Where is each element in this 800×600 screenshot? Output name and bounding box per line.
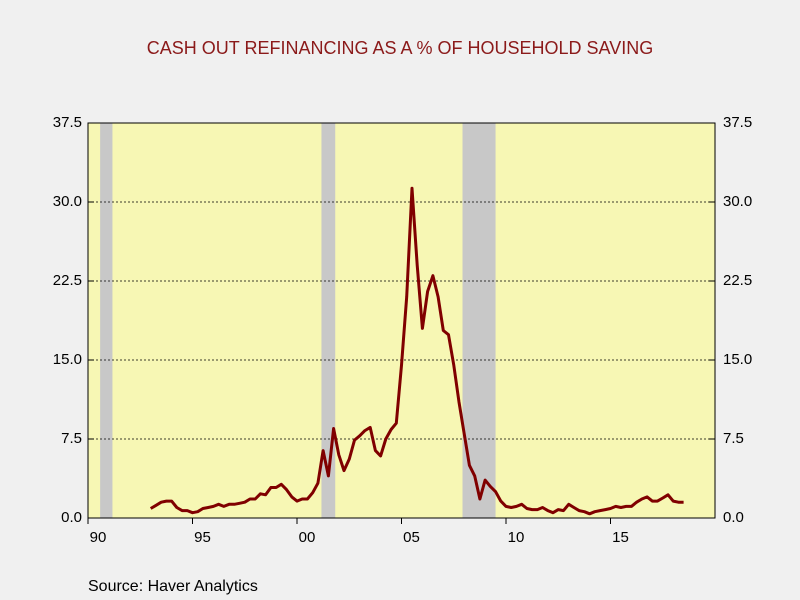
chart-title: CASH OUT REFINANCING AS A % OF HOUSEHOLD… <box>147 38 653 58</box>
y2-tick-label: 37.5 <box>723 114 752 131</box>
source: Source: Haver Analytics <box>88 578 258 595</box>
recession-band <box>321 123 336 518</box>
plot-area <box>88 123 715 518</box>
x-tick-label: 90 <box>90 529 107 546</box>
x-tick-label: 05 <box>403 529 420 546</box>
y2-tick-label: 30.0 <box>723 193 752 210</box>
y-tick-label: 30.0 <box>53 193 82 210</box>
x-tick-label: 95 <box>194 529 211 546</box>
x-tick-label: 00 <box>299 529 316 546</box>
y2-tick-label: 7.5 <box>723 430 744 447</box>
y2-tick-label: 0.0 <box>723 509 744 526</box>
x-tick-label: 15 <box>612 529 629 546</box>
recession-band <box>100 123 113 518</box>
y-tick-label: 37.5 <box>53 114 82 131</box>
plot-frame <box>87 122 716 519</box>
series-line <box>149 186 684 516</box>
y-tick-label: 15.0 <box>53 351 82 368</box>
y-tick-label: 0.0 <box>61 509 82 526</box>
x-tick-label: 10 <box>508 529 525 546</box>
y2-tick-label: 22.5 <box>723 272 752 289</box>
y-tick-label: 7.5 <box>61 430 82 447</box>
y2-tick-label: 15.0 <box>723 351 752 368</box>
y-tick-label: 22.5 <box>53 272 82 289</box>
